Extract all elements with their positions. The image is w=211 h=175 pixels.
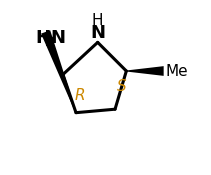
Text: Me: Me [165,64,188,79]
Polygon shape [126,66,164,76]
Text: H: H [35,29,50,47]
Text: H: H [92,13,103,28]
Text: N: N [90,24,105,42]
Text: N: N [51,29,66,47]
Polygon shape [41,30,76,113]
Text: S: S [117,79,127,94]
Text: 2: 2 [44,35,54,49]
Text: R: R [75,88,86,103]
